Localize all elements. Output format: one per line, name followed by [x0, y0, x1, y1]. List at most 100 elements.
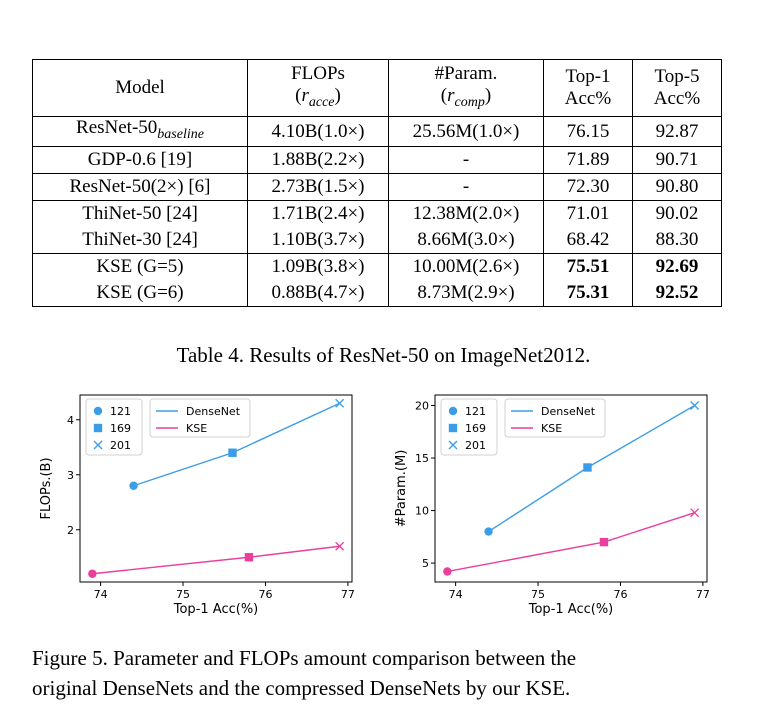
cell-params: 25.56M(1.0×) [388, 116, 544, 147]
y-tick-label: 2 [67, 524, 74, 537]
legend-marker-label: 121 [465, 405, 486, 418]
cell-model: ThiNet-50 [24] [32, 200, 248, 227]
figure-caption: Figure 5. Parameter and FLOPs amount com… [32, 643, 744, 703]
header-top1: Top-1 Acc% [543, 59, 633, 117]
cell-flops: 0.88B(4.7×) [247, 280, 389, 307]
y-tick-label: 15 [415, 452, 429, 465]
table-row: KSE (G=6) 0.88B(4.7×) 8.73M(2.9×) 75.31 … [32, 280, 722, 307]
legend-marker [93, 406, 103, 416]
legend-marker [93, 423, 103, 433]
cell-params: 10.00M(2.6×) [388, 253, 544, 280]
cell-top5: 90.80 [632, 173, 722, 201]
table-header-row: Model FLOPs (racce) #Param. (rcomp) Top-… [32, 59, 722, 117]
cell-flops: 1.88B(2.2×) [247, 146, 389, 174]
legend-series-label: KSE [541, 422, 562, 435]
cell-flops: 4.10B(1.0×) [247, 116, 389, 147]
x-tick-label: 76 [613, 588, 627, 601]
cell-top1: 75.31 [543, 280, 633, 307]
legend-series-label: DenseNet [541, 405, 596, 418]
cell-top5: 92.87 [632, 116, 722, 147]
y-tick-label: 20 [415, 400, 429, 413]
legend-marker-label: 169 [110, 422, 131, 435]
legend-series-label: DenseNet [186, 405, 241, 418]
table-row: ThiNet-30 [24] 1.10B(3.7×) 8.66M(3.0×) 6… [32, 227, 722, 254]
x-tick-label: 76 [258, 588, 272, 601]
cell-model: ResNet-50(2×) [6] [32, 173, 248, 201]
header-model-label: Model [115, 77, 165, 98]
cell-params: 8.73M(2.9×) [388, 280, 544, 307]
header-top5-label: Top-5 [654, 66, 700, 87]
cell-model: ResNet-50baseline [32, 116, 248, 147]
data-point [244, 553, 254, 562]
cell-params: - [388, 173, 544, 201]
flops-chart: 74 75 76 77 2 3 4 Top-1 Acc(%) FLOPs.(B) 121 169 20… [39, 394, 355, 617]
cell-top5: 90.02 [632, 200, 722, 227]
y-axis-label: #Param.(M) [394, 450, 409, 528]
results-table: Model FLOPs (racce) #Param. (rcomp) Top-… [32, 59, 722, 307]
header-top1-label: Top-1 [565, 66, 611, 87]
cell-flops: 1.71B(2.4×) [247, 200, 389, 227]
cell-top5: 88.30 [632, 227, 722, 254]
figure-caption-line-1: Figure 5. Parameter and FLOPs amount com… [32, 646, 577, 670]
cell-params: 12.38M(2.0×) [388, 200, 544, 227]
plot-frame [434, 394, 708, 583]
x-tick-label: 75 [176, 588, 190, 601]
cell-params: - [388, 146, 544, 174]
cell-model: KSE (G=6) [32, 280, 248, 307]
table-row: ThiNet-50 [24] 1.71B(2.4×) 12.38M(2.0×) … [32, 200, 722, 227]
x-axis-label: Top-1 Acc(%) [528, 602, 614, 617]
x-tick-label: 74 [449, 588, 463, 601]
series-line-kse [447, 511, 695, 573]
data-point [690, 401, 700, 410]
data-point [690, 508, 700, 518]
x-tick-label: 77 [696, 588, 710, 601]
cell-top1: 71.01 [543, 200, 633, 227]
legend-marker [448, 423, 458, 433]
cell-flops: 1.09B(3.8×) [247, 253, 389, 280]
legend-marker [448, 406, 458, 416]
y-tick-label: 5 [422, 557, 429, 570]
legend-marker [448, 440, 458, 450]
cell-top1: 68.42 [543, 227, 633, 254]
cell-model: ThiNet-30 [24] [32, 227, 248, 254]
header-params-label: #Param. [434, 62, 498, 84]
plot-frame [79, 394, 353, 583]
data-point [335, 541, 345, 551]
header-flops-label: FLOPs [291, 62, 345, 84]
params-chart: 74 75 76 77 5 10 15 20 Top-1 Acc(%) #Param.(M) 121… [394, 394, 710, 617]
header-top1-unit: Acc% [564, 88, 612, 109]
cell-params: 8.66M(3.0×) [388, 227, 544, 254]
header-flops: FLOPs (racce) [247, 59, 389, 117]
x-axis-label: Top-1 Acc(%) [173, 602, 259, 617]
table-row: ResNet-50baseline 4.10B(1.0×) 25.56M(1.0… [32, 116, 722, 147]
header-flops-symbol: (racce) [295, 84, 341, 110]
header-params-symbol: (rcomp) [440, 84, 492, 110]
cell-top5: 90.71 [632, 146, 722, 174]
y-tick-label: 3 [67, 469, 74, 482]
data-point [335, 398, 345, 408]
data-point [443, 567, 452, 576]
legend-marker-label: 169 [465, 422, 486, 435]
data-point [583, 463, 592, 472]
cell-top1: 72.30 [543, 173, 633, 201]
data-point [88, 569, 97, 578]
data-point [484, 527, 493, 536]
header-model: Model [32, 59, 248, 117]
figure-caption-line-2: original DenseNets and the compressed De… [32, 676, 571, 700]
legend-marker-label: 121 [110, 405, 131, 418]
cell-top1: 76.15 [543, 116, 633, 147]
x-tick-label: 77 [341, 588, 355, 601]
series-line-kse [92, 545, 340, 575]
x-tick-label: 75 [531, 588, 545, 601]
header-top5: Top-5 Acc% [632, 59, 722, 117]
table-caption: Table 4. Results of ResNet-50 on ImageNe… [176, 343, 591, 367]
cell-top5: 92.69 [632, 253, 722, 280]
legend-marker-label: 201 [110, 439, 131, 452]
cell-top1: 75.51 [543, 253, 633, 280]
x-tick-label: 74 [94, 588, 108, 601]
legend-series-label: KSE [186, 422, 207, 435]
y-axis-label: FLOPs.(B) [39, 457, 54, 519]
header-params: #Param. (rcomp) [388, 59, 544, 117]
table-row: ResNet-50(2×) [6] 2.73B(1.5×) - 72.30 90… [32, 173, 722, 201]
legend-marker-label: 201 [465, 439, 486, 452]
